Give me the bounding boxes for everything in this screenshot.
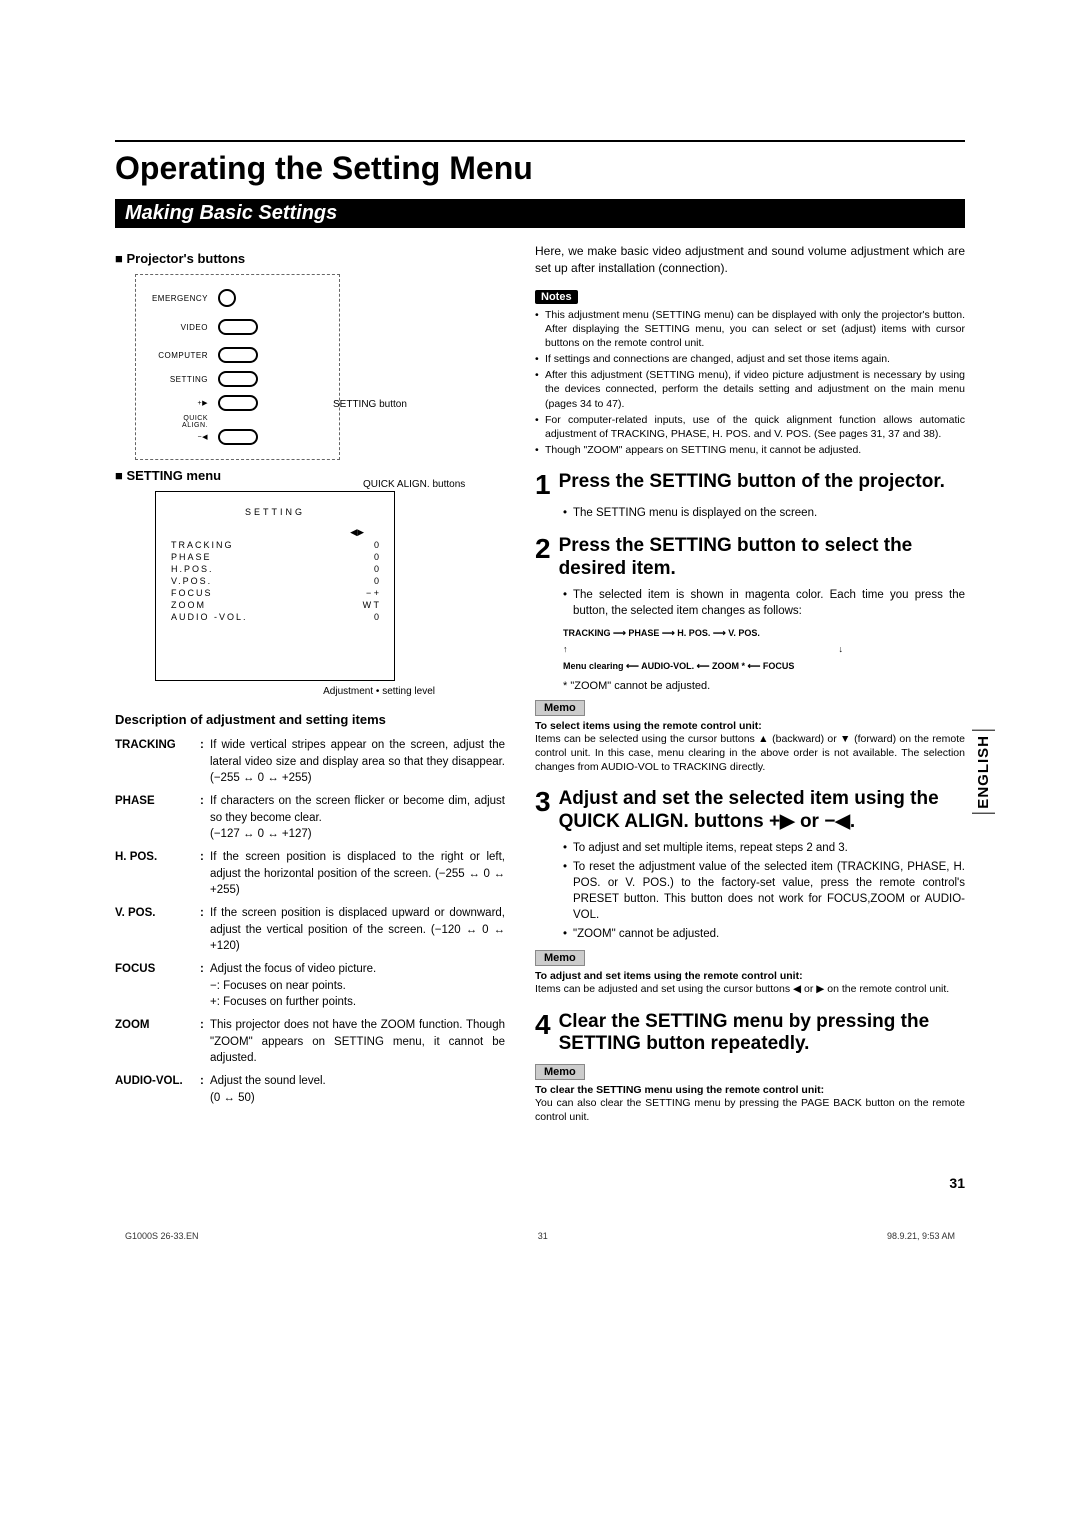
quick-align-label: QUICK ALIGN. — [148, 415, 208, 429]
intro-paragraph: Here, we make basic video adjustment and… — [535, 243, 965, 277]
step-heading: Press the SETTING button of the projecto… — [559, 471, 945, 499]
projectors-buttons-head: Projector's buttons — [115, 251, 505, 266]
memo-tag: Memo — [535, 700, 585, 716]
buttons-diagram: EMERGENCY VIDEO COMPUTER SETTING +▶ QUIC… — [135, 274, 340, 460]
callout-setting: SETTING button — [333, 399, 483, 410]
computer-btn-icon — [218, 347, 258, 363]
note-item: After this adjustment (SETTING menu), if… — [535, 368, 965, 411]
footer-mid: 31 — [538, 1231, 548, 1241]
section-banner: Making Basic Settings — [115, 199, 965, 228]
memo-tag: Memo — [535, 1064, 585, 1080]
left-column: Projector's buttons EMERGENCY VIDEO COMP… — [115, 243, 505, 1125]
step-number: 3 — [535, 788, 551, 834]
memo-bold: To adjust and set items using the remote… — [535, 970, 965, 982]
right-column: Here, we make basic video adjustment and… — [535, 243, 965, 1125]
desc-row: PHASE:If characters on the screen flicke… — [115, 793, 505, 843]
footer-meta: G1000S 26-33.EN 31 98.9.21, 9:53 AM — [115, 1231, 965, 1241]
flow-note: * "ZOOM" cannot be adjusted. — [563, 680, 965, 692]
video-label: VIDEO — [148, 323, 208, 332]
step: 4 Clear the SETTING menu by pressing the… — [535, 1011, 965, 1125]
desc-row: V. POS.:If the screen position is displa… — [115, 905, 505, 955]
footer-right: 98.9.21, 9:53 AM — [887, 1231, 955, 1241]
step-bullets: The selected item is shown in magenta co… — [563, 587, 965, 619]
menu-row: H.POS.0 — [171, 564, 379, 574]
desc-row: TRACKING:If wide vertical stripes appear… — [115, 737, 505, 787]
menu-row: ZOOMW T — [171, 600, 379, 610]
qa-minus-btn-icon — [218, 429, 258, 445]
note-item: For computer-related inputs, use of the … — [535, 413, 965, 441]
setting-btn-icon — [218, 371, 258, 387]
description-head: Description of adjustment and setting it… — [115, 712, 505, 727]
flow-diagram: TRACKING ⟶ PHASE ⟶ H. POS. ⟶ V. POS.↑↓Me… — [563, 625, 965, 674]
step-heading: Adjust and set the selected item using t… — [559, 788, 965, 834]
memo-tag: Memo — [535, 950, 585, 966]
setting-menu-box: SETTING ◀▶ TRACKING0 PHASE0 H.POS.0 V.POS.0… — [155, 491, 395, 681]
emergency-label: EMERGENCY — [148, 294, 208, 303]
memo-body: Items can be adjusted and set using the … — [535, 982, 965, 996]
menu-row: TRACKING0 — [171, 540, 379, 550]
menu-row: FOCUS− + — [171, 588, 379, 598]
description-table: TRACKING:If wide vertical stripes appear… — [115, 737, 505, 1106]
memo-bold: To select items using the remote control… — [535, 720, 965, 732]
step: 1 Press the SETTING button of the projec… — [535, 471, 965, 521]
memo-bold: To clear the SETTING menu using the remo… — [535, 1084, 965, 1096]
computer-label: COMPUTER — [148, 351, 208, 360]
adjustment-note: Adjustment • setting level — [115, 686, 435, 697]
step-heading: Clear the SETTING menu by pressing the S… — [559, 1011, 965, 1057]
note-item: If settings and connections are changed,… — [535, 352, 965, 366]
desc-row: ZOOM:This projector does not have the ZO… — [115, 1017, 505, 1067]
step: 3 Adjust and set the selected item using… — [535, 788, 965, 996]
setting-label: SETTING — [148, 375, 208, 384]
note-item: This adjustment menu (SETTING menu) can … — [535, 308, 965, 351]
menu-arrows: ◀▶ — [171, 527, 364, 538]
menu-row: PHASE0 — [171, 552, 379, 562]
step-number: 2 — [535, 535, 551, 581]
step: 2 Press the SETTING button to select the… — [535, 535, 965, 774]
page-title: Operating the Setting Menu — [115, 140, 965, 187]
desc-row: FOCUS:Adjust the focus of video picture.… — [115, 961, 505, 1011]
step-heading: Press the SETTING button to select the d… — [559, 535, 965, 581]
page-number: 31 — [115, 1175, 965, 1191]
video-btn-icon — [218, 319, 258, 335]
emergency-btn-icon — [218, 289, 236, 307]
footer-left: G1000S 26-33.EN — [125, 1231, 199, 1241]
desc-row: AUDIO-VOL.:Adjust the sound level. (0 ↔ … — [115, 1073, 505, 1106]
step-number: 4 — [535, 1011, 551, 1057]
memo-body: You can also clear the SETTING menu by p… — [535, 1096, 965, 1124]
menu-row: AUDIO -VOL.0 — [171, 612, 379, 622]
notes-tag: Notes — [535, 290, 578, 304]
qa-plus-btn-icon — [218, 395, 258, 411]
language-tab: ENGLISH — [972, 730, 995, 814]
callout-quick-align: QUICK ALIGN. buttons — [363, 479, 523, 490]
desc-row: H. POS.:If the screen position is displa… — [115, 849, 505, 899]
step-bullets: The SETTING menu is displayed on the scr… — [563, 505, 965, 521]
step-number: 1 — [535, 471, 551, 499]
step-bullets: To adjust and set multiple items, repeat… — [563, 840, 965, 943]
memo-body: Items can be selected using the cursor b… — [535, 732, 965, 775]
note-item: Though "ZOOM" appears on SETTING menu, i… — [535, 443, 965, 457]
setting-menu-title: SETTING — [171, 507, 379, 517]
notes-list: This adjustment menu (SETTING menu) can … — [535, 308, 965, 458]
menu-row: V.POS.0 — [171, 576, 379, 586]
